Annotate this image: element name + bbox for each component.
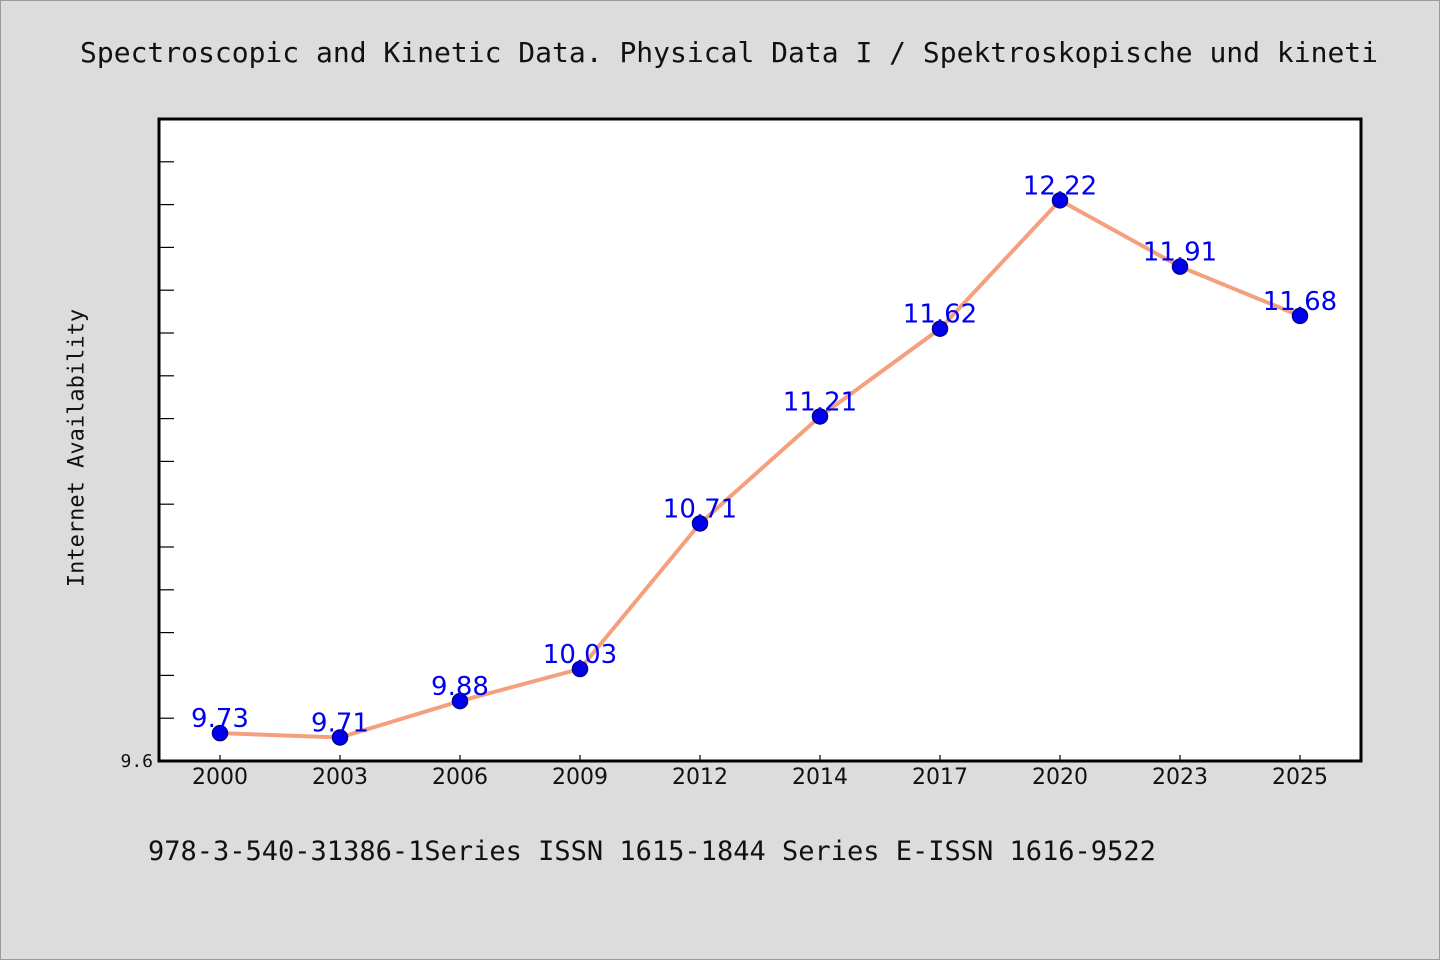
series-markers bbox=[211, 192, 1309, 746]
x-tick-label: 2006 bbox=[432, 765, 488, 790]
x-tick-label: 2017 bbox=[912, 765, 968, 790]
x-tick-label: 2000 bbox=[192, 765, 248, 790]
data-point bbox=[691, 515, 709, 532]
chart-title: Spectroscopic and Kinetic Data. Physical… bbox=[80, 36, 1380, 69]
y-tick-label: 9.6 bbox=[120, 751, 153, 772]
footnote: 978-3-540-31386-1Series ISSN 1615-1844 S… bbox=[148, 836, 1156, 867]
y-axis-ticks: 9.6 bbox=[120, 118, 174, 772]
data-label: 11.21 bbox=[783, 387, 857, 417]
data-label: 12.22 bbox=[1023, 171, 1097, 201]
data-label: 10.03 bbox=[543, 640, 617, 670]
data-label: 9.71 bbox=[311, 708, 369, 738]
data-point bbox=[1051, 192, 1069, 209]
data-labels: 9.73 9.71 9.88 10.03 10.71 11.21 11.62 12.22 11.… bbox=[191, 171, 1337, 738]
series-line-group bbox=[218, 198, 1302, 740]
data-point bbox=[571, 660, 589, 678]
plot-area bbox=[157, 117, 1363, 763]
x-tick-label: 2003 bbox=[312, 765, 368, 790]
data-label: 9.88 bbox=[431, 672, 489, 702]
data-label: 11.62 bbox=[903, 300, 977, 330]
x-tick-label: 2009 bbox=[552, 765, 608, 790]
data-point bbox=[451, 692, 469, 710]
x-tick-label: 2012 bbox=[672, 765, 728, 790]
data-label: 9.73 bbox=[191, 704, 249, 734]
x-tick-label: 2025 bbox=[1272, 765, 1328, 790]
data-label: 11.68 bbox=[1263, 287, 1337, 317]
data-point bbox=[331, 729, 349, 746]
data-label: 10.71 bbox=[663, 494, 737, 524]
x-axis-ticks: 2000 2003 2006 2009 2012 2014 2017 2020 2023 2025 bbox=[192, 755, 1328, 790]
x-tick-label: 2020 bbox=[1032, 765, 1088, 790]
data-point bbox=[1291, 307, 1309, 325]
data-point bbox=[931, 320, 949, 337]
series-line bbox=[218, 198, 1302, 740]
x-tick-label: 2014 bbox=[792, 765, 848, 790]
data-point bbox=[811, 408, 829, 425]
x-tick-label: 2023 bbox=[1152, 765, 1208, 790]
data-point bbox=[1171, 258, 1189, 275]
data-point bbox=[211, 724, 229, 742]
data-label: 11.91 bbox=[1143, 238, 1217, 268]
